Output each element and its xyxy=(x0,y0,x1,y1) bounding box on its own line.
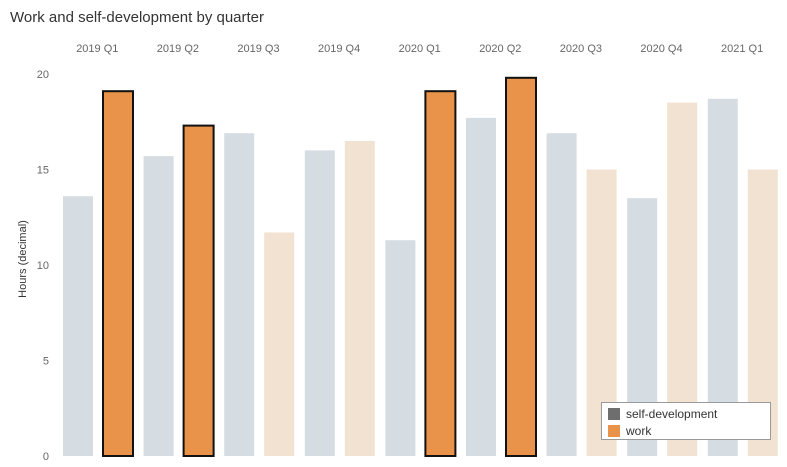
category-label: 2020 Q4 xyxy=(640,43,682,55)
category-label: 2019 Q4 xyxy=(318,43,360,55)
y-tick-label: 10 xyxy=(37,260,49,272)
bar-self-development[interactable] xyxy=(143,156,174,456)
y-tick-label: 15 xyxy=(37,165,49,177)
chart-title: Work and self-development by quarter xyxy=(10,9,264,26)
legend-swatch-work xyxy=(608,424,620,437)
bar-work[interactable] xyxy=(102,90,134,457)
y-tick-label: 20 xyxy=(37,69,49,81)
y-axis-label: Hours (decimal) xyxy=(17,220,29,298)
legend-item-self-development[interactable]: self-development xyxy=(602,405,770,422)
legend-swatch-self-development xyxy=(608,407,620,420)
bar-self-development[interactable] xyxy=(546,133,577,456)
bar-work[interactable] xyxy=(182,124,215,457)
legend: self-development work xyxy=(601,402,771,440)
bar-self-development[interactable] xyxy=(63,196,93,456)
bars xyxy=(63,76,778,458)
category-label: 2019 Q2 xyxy=(157,43,199,55)
bar-work[interactable] xyxy=(264,232,295,457)
y-tick-label: 5 xyxy=(43,356,49,368)
category-label: 2019 Q3 xyxy=(237,43,279,55)
bar-work[interactable] xyxy=(667,102,698,456)
bar-self-development[interactable] xyxy=(385,240,416,456)
bar-work[interactable] xyxy=(344,140,375,456)
category-label: 2019 Q1 xyxy=(76,43,118,55)
bar-self-development[interactable] xyxy=(224,133,255,456)
bar-self-development[interactable] xyxy=(466,117,496,457)
category-label: 2020 Q2 xyxy=(479,43,521,55)
bar-self-development[interactable] xyxy=(304,150,335,456)
category-labels: 2019 Q1 2019 Q2 2019 Q3 2019 Q4 2020 Q1 2020 … xyxy=(76,43,763,55)
y-tick-label: 0 xyxy=(43,451,49,463)
legend-item-work[interactable]: work xyxy=(602,422,770,439)
legend-label-work: work xyxy=(626,423,652,438)
category-label: 2021 Q1 xyxy=(721,43,763,55)
bar-work[interactable] xyxy=(505,76,537,458)
category-label: 2020 Q3 xyxy=(560,43,602,55)
y-axis-ticks: 0 5 10 15 20 xyxy=(37,69,49,463)
bar-self-development[interactable] xyxy=(707,98,738,457)
category-label: 2020 Q1 xyxy=(399,43,441,55)
legend-label-self-development: self-development xyxy=(626,406,718,421)
bar-work[interactable] xyxy=(424,90,457,457)
